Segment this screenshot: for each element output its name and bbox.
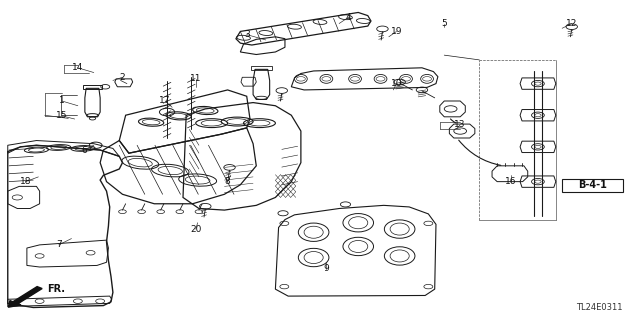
Text: 14: 14 — [72, 63, 84, 72]
Text: 19: 19 — [390, 27, 402, 36]
Text: 17: 17 — [159, 97, 171, 106]
Text: 11: 11 — [190, 74, 202, 83]
Text: 13: 13 — [454, 120, 466, 129]
Text: 10: 10 — [390, 79, 402, 88]
FancyArrow shape — [8, 286, 42, 307]
Text: 12: 12 — [566, 19, 577, 28]
Text: 5: 5 — [442, 19, 447, 28]
Text: 2: 2 — [120, 73, 125, 82]
Text: 9: 9 — [323, 264, 329, 273]
Text: 8: 8 — [225, 177, 230, 186]
Text: 3: 3 — [244, 30, 250, 39]
Text: TL24E0311: TL24E0311 — [576, 303, 623, 312]
Text: 6: 6 — [81, 145, 87, 154]
Text: B-4-1: B-4-1 — [579, 181, 607, 190]
Text: 7: 7 — [56, 241, 61, 249]
Text: 15: 15 — [56, 111, 68, 120]
Text: 1: 1 — [59, 97, 65, 106]
Text: 20: 20 — [190, 225, 202, 234]
Bar — [562, 179, 623, 192]
Text: 18: 18 — [20, 177, 31, 186]
Text: 16: 16 — [506, 177, 517, 186]
Text: FR.: FR. — [47, 284, 65, 293]
Text: 4: 4 — [346, 13, 351, 22]
